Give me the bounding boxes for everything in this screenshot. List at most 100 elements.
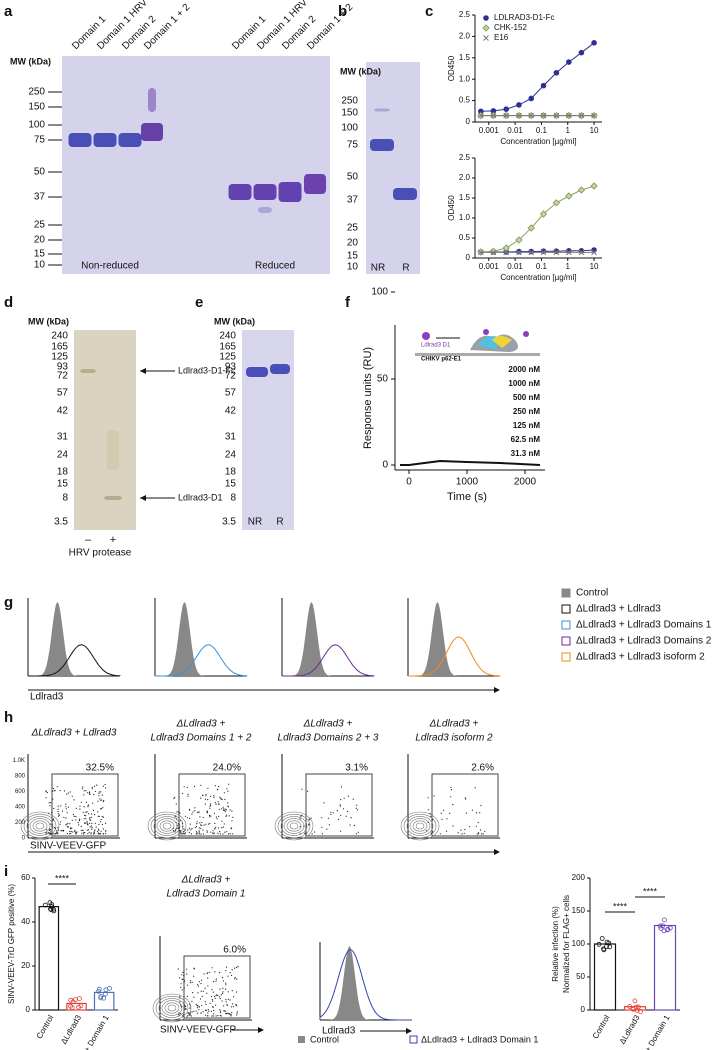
event bbox=[96, 784, 98, 786]
lane-label: NR bbox=[248, 517, 262, 528]
event bbox=[217, 803, 219, 805]
event bbox=[209, 804, 211, 806]
event bbox=[477, 821, 479, 824]
group-label: Reduced bbox=[255, 261, 295, 272]
event bbox=[206, 992, 208, 994]
arrow-head bbox=[258, 1027, 264, 1033]
event bbox=[187, 1012, 189, 1014]
event bbox=[228, 783, 230, 785]
event bbox=[188, 831, 190, 834]
event bbox=[75, 833, 77, 835]
y-tick-label: 0 bbox=[581, 1005, 586, 1014]
event bbox=[200, 797, 202, 799]
event bbox=[195, 825, 197, 828]
event bbox=[209, 816, 211, 818]
event bbox=[181, 822, 184, 825]
event bbox=[464, 797, 466, 799]
event bbox=[189, 1012, 191, 1014]
event bbox=[85, 811, 87, 813]
event bbox=[328, 824, 330, 826]
mw-label: MW (kDa) bbox=[10, 56, 51, 66]
x-axis-label: Time (s) bbox=[447, 491, 487, 503]
event bbox=[231, 1012, 233, 1014]
event bbox=[176, 825, 178, 827]
event bbox=[200, 990, 202, 992]
event bbox=[187, 793, 189, 795]
marker-label: 240 bbox=[219, 331, 236, 342]
event bbox=[105, 830, 107, 832]
event bbox=[227, 790, 229, 792]
event bbox=[427, 821, 429, 823]
plot-title: ΔLdlrad3 + bbox=[176, 719, 226, 730]
event bbox=[321, 833, 323, 835]
panel-label: e bbox=[195, 294, 203, 311]
event bbox=[210, 795, 212, 798]
event bbox=[230, 1015, 232, 1017]
gel-band bbox=[370, 139, 394, 151]
event bbox=[86, 829, 88, 831]
contour bbox=[289, 822, 299, 830]
marker-label: 75 bbox=[34, 135, 46, 146]
event bbox=[204, 987, 206, 989]
event bbox=[93, 833, 95, 835]
event bbox=[198, 1005, 200, 1007]
event bbox=[172, 827, 174, 830]
marker-label: 250 bbox=[341, 96, 358, 107]
replicate-point bbox=[604, 944, 609, 949]
x-tick-label: 10 bbox=[590, 126, 599, 135]
event bbox=[323, 802, 325, 804]
replicate-point bbox=[607, 944, 613, 950]
marker-label: 25 bbox=[34, 220, 46, 231]
event bbox=[236, 1014, 238, 1016]
y-axis-label: OD450 bbox=[447, 195, 456, 221]
event bbox=[222, 980, 224, 982]
event bbox=[186, 995, 188, 998]
contour bbox=[155, 995, 189, 1021]
event bbox=[57, 827, 59, 829]
event bbox=[54, 832, 56, 835]
gel-band bbox=[253, 184, 277, 200]
event bbox=[182, 826, 184, 828]
event bbox=[353, 824, 355, 827]
legend-label: ΔLdlrad3 + Ldlrad3 bbox=[576, 604, 661, 615]
event bbox=[83, 833, 85, 835]
replicate-point bbox=[596, 941, 602, 947]
event bbox=[199, 822, 201, 824]
marker-label: 10 bbox=[34, 260, 46, 271]
event bbox=[215, 816, 217, 818]
event bbox=[225, 1012, 227, 1015]
marker-label: 57 bbox=[225, 388, 237, 399]
event bbox=[79, 808, 81, 810]
event bbox=[186, 973, 188, 975]
marker-label: 42 bbox=[225, 406, 237, 417]
event bbox=[433, 795, 435, 797]
group-label: Non-reduced bbox=[81, 261, 139, 272]
event bbox=[200, 982, 202, 985]
y-axis-label: Relative infection (%) bbox=[551, 906, 560, 982]
event bbox=[340, 830, 342, 832]
marker-label: 15 bbox=[57, 479, 69, 490]
event bbox=[97, 828, 99, 830]
event bbox=[201, 1004, 203, 1006]
event bbox=[475, 825, 477, 827]
y-tick-label: 200 bbox=[15, 820, 26, 826]
event bbox=[87, 804, 89, 807]
event bbox=[184, 829, 186, 831]
event bbox=[178, 796, 180, 799]
event bbox=[197, 985, 199, 987]
event bbox=[84, 822, 86, 824]
event bbox=[97, 833, 99, 835]
replicate-point bbox=[51, 906, 56, 912]
event bbox=[355, 833, 357, 835]
point bbox=[540, 112, 547, 119]
point bbox=[528, 95, 535, 102]
event bbox=[299, 818, 301, 820]
event bbox=[65, 803, 67, 805]
bar bbox=[653, 924, 677, 1011]
marker-label: 15 bbox=[225, 479, 237, 490]
event bbox=[190, 833, 192, 835]
event bbox=[67, 822, 69, 824]
marker-label: 100 bbox=[341, 123, 358, 134]
event bbox=[65, 808, 67, 810]
gel bbox=[242, 330, 294, 530]
